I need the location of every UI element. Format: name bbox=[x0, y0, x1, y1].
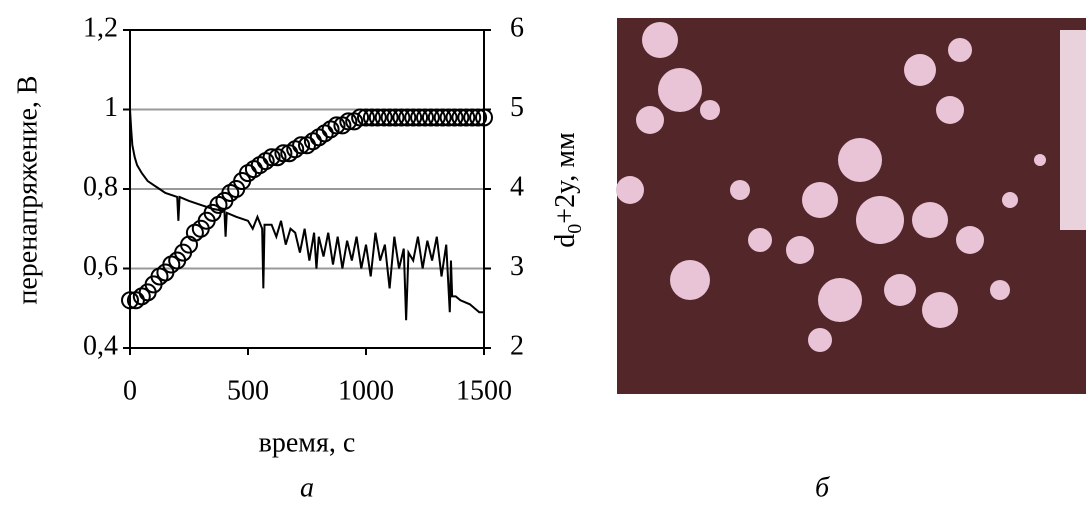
marker bbox=[457, 108, 476, 127]
marker bbox=[262, 148, 281, 167]
marker bbox=[351, 108, 370, 127]
marker bbox=[427, 108, 446, 127]
y2-tick-label: 5 bbox=[510, 92, 524, 123]
marker bbox=[368, 108, 387, 127]
marker bbox=[392, 108, 411, 127]
marker bbox=[475, 108, 493, 127]
chart-caption: а bbox=[300, 472, 314, 503]
crystals bbox=[616, 22, 1046, 352]
x-tick-label: 500 bbox=[227, 375, 269, 406]
marker bbox=[469, 108, 488, 127]
x-tick-label: 1000 bbox=[338, 375, 394, 406]
marker bbox=[451, 108, 470, 127]
line bbox=[129, 109, 484, 321]
marker bbox=[292, 136, 311, 155]
marker bbox=[398, 108, 417, 127]
plot-frame bbox=[129, 29, 485, 349]
marker bbox=[274, 144, 293, 163]
marker bbox=[463, 108, 482, 127]
y-tick-label: 1 bbox=[104, 92, 118, 123]
y2-label-sub: 0 bbox=[564, 224, 586, 234]
x-axis-label: время, с bbox=[259, 427, 356, 458]
marker bbox=[374, 108, 393, 127]
y-tick-label: 1,2 bbox=[83, 12, 118, 43]
y-axis-label: перенапряжение, В bbox=[12, 75, 43, 304]
marker bbox=[380, 108, 399, 127]
y2-tick-label: 6 bbox=[510, 12, 524, 43]
marker bbox=[416, 108, 434, 127]
y2-label-main: d bbox=[550, 234, 581, 248]
y-tick-label: 0,8 bbox=[83, 171, 118, 202]
marker bbox=[362, 108, 381, 127]
marker bbox=[421, 108, 440, 127]
y-tick-label: 0,6 bbox=[83, 251, 118, 282]
photo-edge bbox=[1060, 30, 1086, 230]
marker bbox=[339, 112, 358, 131]
y2-tick-label: 3 bbox=[510, 251, 524, 282]
x-tick-label: 0 bbox=[123, 375, 137, 406]
marker bbox=[445, 108, 464, 127]
photo bbox=[616, 18, 1086, 394]
y2-axis-label: d0+2y, мм bbox=[550, 132, 585, 248]
marker bbox=[386, 108, 405, 127]
y2-tick-label: 4 bbox=[510, 171, 524, 202]
y-tick-label: 0,4 bbox=[83, 330, 118, 361]
marker bbox=[433, 108, 452, 127]
marker bbox=[327, 116, 346, 135]
x-tick-label: 1500 bbox=[456, 375, 512, 406]
marker bbox=[357, 108, 375, 127]
marker bbox=[410, 108, 429, 127]
photo-caption: б bbox=[815, 472, 830, 503]
y2-tick-label: 2 bbox=[510, 330, 524, 361]
y2-label-rest: +2y, мм bbox=[550, 132, 581, 224]
marker bbox=[404, 108, 423, 127]
marker bbox=[439, 108, 458, 127]
marker bbox=[121, 291, 139, 310]
